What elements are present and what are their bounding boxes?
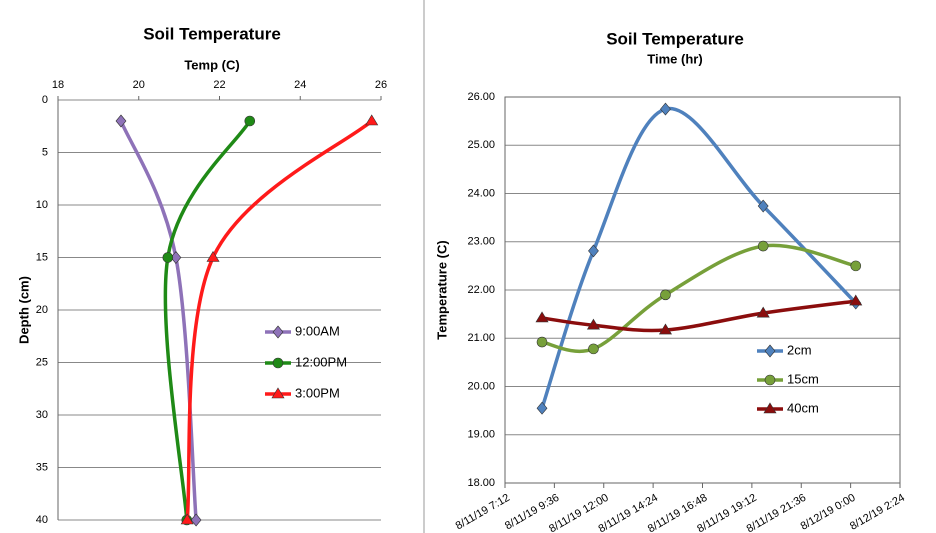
x-axis-title: Time (hr) (647, 51, 702, 66)
legend-marker (763, 402, 777, 414)
series-line (163, 120, 252, 521)
marker (660, 289, 671, 301)
marker (190, 513, 202, 527)
legend-label: 3:00PM (295, 385, 340, 400)
y-tick-label: 19.00 (467, 429, 495, 441)
marker (588, 244, 599, 258)
x-tick-label: 18 (52, 79, 64, 91)
y-tick-label: 26.00 (467, 91, 495, 103)
marker (180, 513, 194, 525)
y-tick-label: 10 (36, 199, 48, 211)
y-tick-label: 25.00 (467, 139, 495, 151)
y-tick-label: 35 (36, 461, 48, 473)
y-tick-label: 0 (42, 94, 48, 106)
x-tick-label: 20 (133, 79, 145, 91)
series-line (541, 299, 856, 333)
marker (757, 240, 769, 252)
y-tick-label: 40 (36, 514, 48, 526)
marker (115, 114, 127, 128)
legend-label: 40cm (787, 400, 819, 415)
legend-label: 12:00PM (295, 354, 347, 369)
marker (244, 115, 256, 127)
series-line (540, 106, 858, 409)
marker (658, 323, 672, 335)
legend-marker (764, 374, 776, 386)
y-tick-label: 23.00 (467, 236, 495, 248)
marker (586, 318, 600, 330)
marker (536, 401, 548, 415)
marker (535, 311, 549, 323)
x-tick-label: 26 (375, 79, 387, 91)
marker (162, 252, 174, 263)
y-axis-title: Depth (cm) (16, 276, 31, 344)
marker (660, 102, 671, 116)
marker (757, 199, 769, 213)
legend-label: 2cm (787, 342, 812, 357)
x-tick-label: 8/11/19 7:12 (454, 492, 512, 533)
marker (365, 114, 379, 126)
marker (206, 250, 220, 262)
y-tick-label: 5 (42, 146, 48, 158)
marker (756, 306, 770, 318)
x-tick-label: 8/12/19 2:24 (848, 492, 907, 533)
series-line (119, 120, 198, 521)
chart-title: Soil Temperature (606, 29, 744, 48)
x-tick-label: 8/12/19 0:00 (799, 492, 858, 533)
y-tick-label: 25 (36, 356, 48, 368)
y-tick-label: 21.00 (467, 332, 495, 344)
y-tick-label: 24.00 (467, 187, 495, 199)
y-axis-title: Temperature (C) (434, 240, 449, 339)
x-tick-label: 24 (294, 79, 306, 91)
y-tick-label: 18.00 (467, 477, 495, 489)
marker (849, 294, 863, 306)
marker (588, 343, 599, 355)
legend-marker (272, 357, 284, 369)
legend-marker (764, 344, 776, 358)
chart-title: Soil Temperature (143, 24, 281, 43)
legend-marker (271, 387, 285, 399)
y-tick-label: 20.00 (467, 380, 495, 392)
legend-label: 9:00AM (295, 323, 340, 338)
y-tick-label: 15 (36, 251, 48, 263)
x-tick-label: 22 (213, 79, 225, 91)
legend-marker (272, 325, 284, 339)
series-line (185, 119, 373, 521)
y-tick-label: 20 (36, 304, 48, 316)
marker (536, 336, 548, 348)
y-tick-label: 30 (36, 409, 48, 421)
marker (850, 260, 862, 272)
legend-label: 15cm (787, 371, 819, 386)
x-axis-title: Temp (C) (184, 57, 239, 72)
y-tick-label: 22.00 (467, 284, 495, 296)
